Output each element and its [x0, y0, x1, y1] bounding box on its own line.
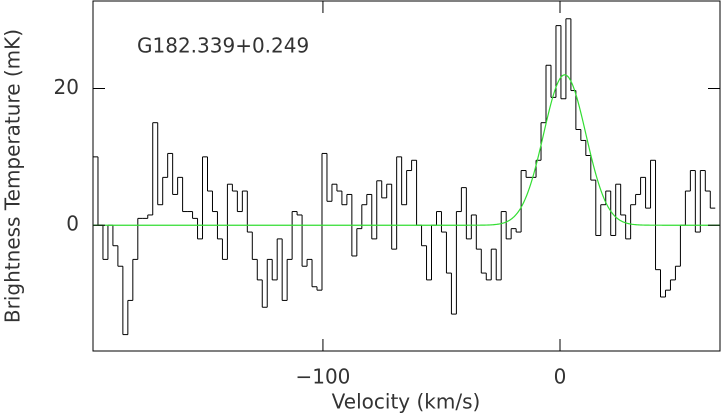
- y-tick-label: 0: [66, 212, 79, 236]
- x-tick-label: 0: [554, 365, 567, 389]
- plot-area: [93, 18, 720, 336]
- plot-frame: [92, 0, 721, 352]
- y-axis-title: Brightness Temperature (mK): [1, 29, 25, 323]
- x-tick-label: −100: [295, 365, 350, 389]
- gaussian-fit: [93, 74, 720, 226]
- y-tick-label: 20: [54, 75, 79, 99]
- annotation: G182.339+0.249: [137, 34, 309, 58]
- x-axis-title: Velocity (km/s): [332, 390, 481, 414]
